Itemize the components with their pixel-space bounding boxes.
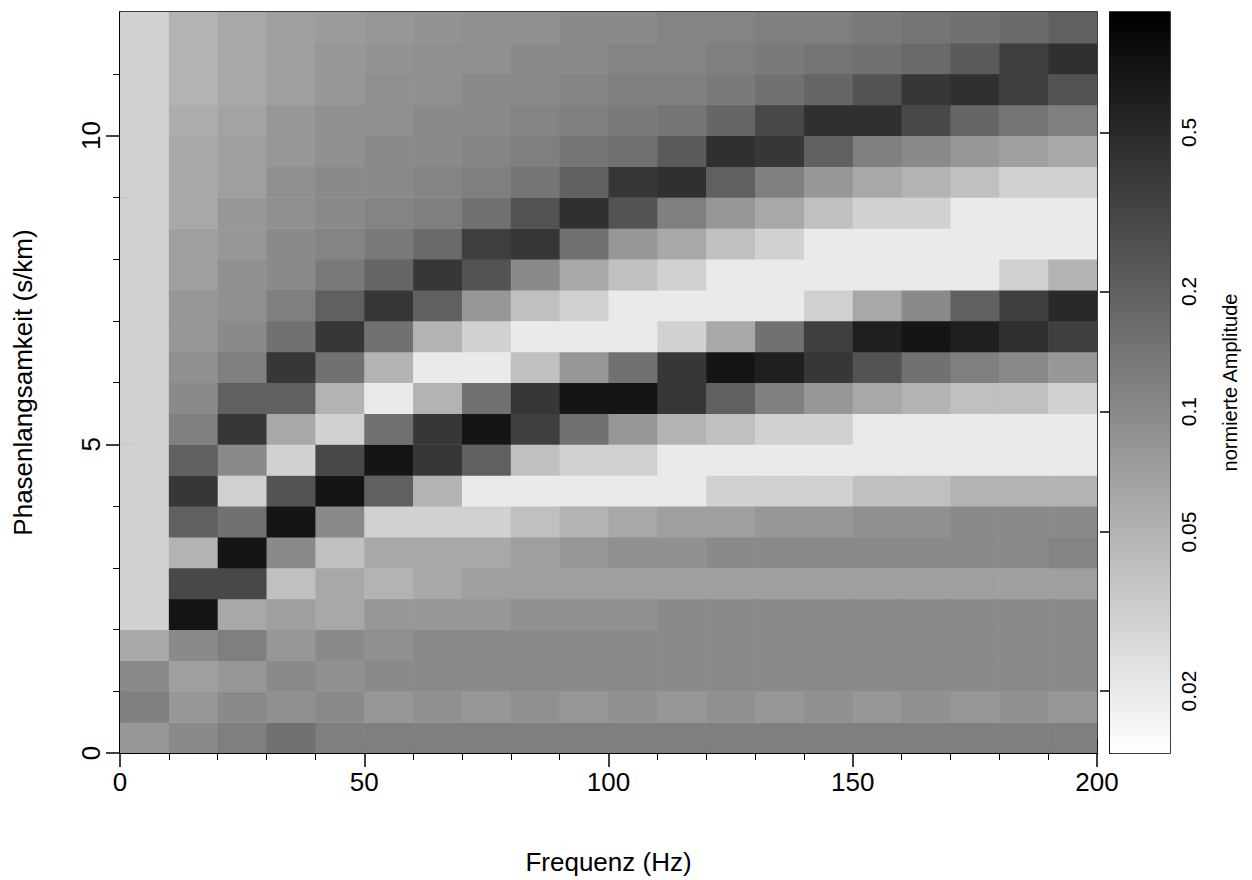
- svg-text:0.05: 0.05: [1177, 512, 1200, 553]
- svg-text:Frequenz (Hz): Frequenz (Hz): [525, 847, 691, 877]
- svg-text:0.02: 0.02: [1177, 671, 1200, 712]
- svg-text:50: 50: [350, 767, 379, 797]
- svg-text:100: 100: [587, 767, 630, 797]
- svg-text:150: 150: [831, 767, 874, 797]
- svg-text:5: 5: [76, 437, 106, 451]
- svg-text:0.2: 0.2: [1177, 277, 1200, 306]
- svg-text:0: 0: [76, 746, 106, 760]
- svg-text:10: 10: [76, 121, 106, 150]
- svg-text:normierte Amplitude: normierte Amplitude: [1219, 294, 1241, 472]
- svg-text:0: 0: [113, 767, 127, 797]
- svg-text:0.1: 0.1: [1177, 397, 1200, 426]
- svg-text:200: 200: [1075, 767, 1118, 797]
- svg-text:Phasenlangsamkeit (s/km): Phasenlangsamkeit (s/km): [8, 229, 38, 535]
- svg-text:0.5: 0.5: [1177, 118, 1200, 147]
